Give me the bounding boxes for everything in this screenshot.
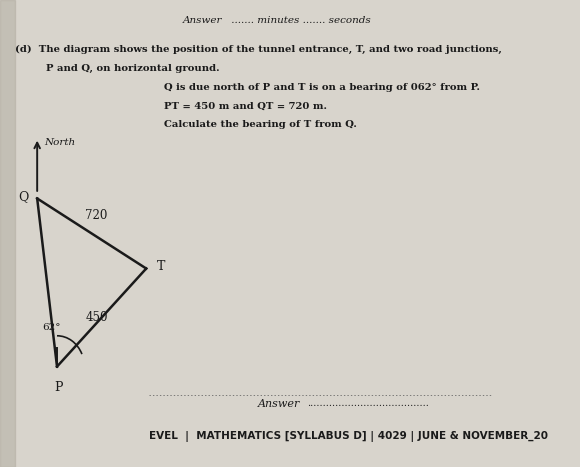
Text: T: T [157, 260, 165, 273]
Bar [0, 0, 15, 467]
Text: 62°: 62° [42, 323, 61, 332]
Text: Q: Q [18, 190, 28, 203]
Text: Calculate the bearing of T from Q.: Calculate the bearing of T from Q. [164, 120, 357, 129]
Text: Answer   ....... minutes ....... seconds: Answer ....... minutes ....... seconds [183, 16, 372, 25]
Text: P: P [55, 381, 63, 394]
Text: (d)  The diagram shows the position of the tunnel entrance, T, and two road junc: (d) The diagram shows the position of th… [15, 44, 502, 54]
Text: North: North [45, 138, 76, 147]
Text: Q is due north of P and T is on a bearing of 062° from P.: Q is due north of P and T is on a bearin… [164, 83, 480, 92]
Text: .......................................: ....................................... [307, 399, 429, 409]
Text: EVEL  |  MATHEMATICS [SYLLABUS D] | 4029 | JUNE & NOVEMBER_20: EVEL | MATHEMATICS [SYLLABUS D] | 4029 |… [148, 431, 548, 442]
Text: 720: 720 [85, 209, 108, 222]
Text: PT = 450 m and QT = 720 m.: PT = 450 m and QT = 720 m. [164, 102, 327, 111]
Text: P and Q, on horizontal ground.: P and Q, on horizontal ground. [25, 64, 219, 73]
Text: 450: 450 [85, 311, 108, 324]
Text: Answer: Answer [258, 399, 300, 409]
